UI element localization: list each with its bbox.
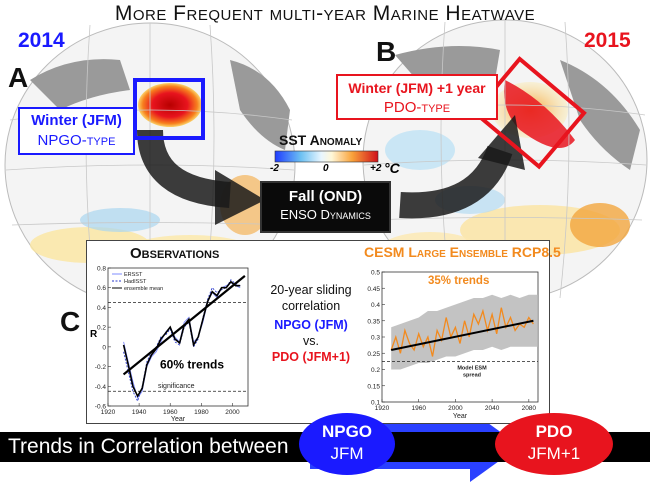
obs-series-ensemble-mean: [122, 280, 241, 398]
cesm-xtick-label: 1960: [411, 405, 426, 412]
box-b-line1: Winter (JFM) +1 year: [348, 80, 486, 96]
cesm-ytick-label: 0.3: [371, 335, 380, 342]
obs-legend-label: HadISST: [124, 279, 147, 285]
obs-ytick-label: 0.2: [97, 325, 106, 332]
box-winter-npgo: Winter (JFM) NPGO-type: [18, 107, 135, 155]
cesm-xtick-label: 2080: [522, 405, 537, 412]
obs-ytick-label: 0.6: [97, 285, 106, 292]
obs-xtick-label: 1920: [101, 409, 116, 416]
obs-xtick-label: 1960: [163, 409, 178, 416]
cesm-series-line: [390, 307, 534, 357]
box-a-line1: Winter (JFM): [31, 112, 122, 129]
cesm-ytick-label: 0.35: [367, 318, 380, 325]
obs-annotation-significance: significance: [158, 383, 195, 390]
panel-label-a: A: [8, 62, 29, 93]
mid-npgo: NPGO (JFM): [274, 318, 348, 332]
obs-ytick-label: 0: [102, 344, 106, 351]
obs-annotation-trends: 60% trends: [160, 358, 224, 372]
cesm-ytick-label: 0.2: [371, 367, 380, 374]
fall-line2: ENSO Dynamics: [280, 207, 371, 222]
hotspot-a-box: [133, 78, 205, 140]
cesm-ensemble-spread: [391, 294, 538, 370]
pdo-line1: PDO: [535, 422, 573, 441]
cesm-title: CESM Large Ensemble RCP8.5: [364, 244, 561, 260]
cesm-ytick-label: 0.4: [371, 302, 380, 309]
obs-title: Observations: [130, 245, 220, 262]
cesm-ytick-label: 0.45: [367, 286, 380, 293]
obs-ylabel: R: [90, 329, 98, 340]
cesm-trend-line: [390, 319, 534, 351]
colorbar-mid: 0: [323, 163, 329, 174]
colorbar-min: -2: [270, 163, 279, 174]
obs-ytick-label: -0.6: [95, 404, 107, 411]
panel-label-b: B: [376, 36, 397, 67]
observations-chart: -0.6 -0.4 -0.2 0 0.2 0.4 0.6 0.8 1920 1940 1960 198…: [90, 266, 249, 422]
cesm-ytick-label: 0.5: [371, 270, 380, 277]
cesm-xlabel: Year: [453, 413, 468, 420]
mid-line1: 20-year sliding: [270, 283, 352, 297]
bottom-bar-text: Trends in Correlation between: [8, 435, 289, 458]
obs-series-ersst: [123, 282, 241, 400]
cesm-chart: 0.1 0.15 0.2 0.25 0.3 0.35 0.4 0.45 0.5 1920 1960 2…: [367, 270, 539, 420]
cesm-xtick-label: 2040: [485, 405, 500, 412]
obs-xtick-label: 1940: [132, 409, 147, 416]
cesm-ytick-label: 0.1: [371, 400, 380, 407]
cesm-annotation-spread-2: spread: [463, 373, 481, 379]
year-2015: 2015: [584, 29, 631, 52]
colorbar-unit: °C: [384, 160, 400, 176]
mid-line2: correlation: [281, 299, 341, 313]
cesm-xtick-label: 2000: [448, 405, 463, 412]
pdo-ellipse: PDO JFM+1: [495, 413, 613, 475]
obs-ytick-label: 0.8: [97, 266, 106, 273]
pdo-line2: JFM+1: [527, 444, 581, 463]
obs-ytick-label: -0.2: [95, 364, 107, 371]
fall-enso-box: Fall (OND) ENSO Dynamics: [260, 181, 391, 233]
cesm-annotation-trends: 35% trends: [428, 275, 489, 287]
mid-pdo: PDO (JFM+1): [271, 350, 351, 364]
obs-xtick-label: 2000: [225, 409, 240, 416]
correlation-description: 20-year sliding correlation NPGO (JFM) v…: [256, 282, 366, 365]
box-winter-pdo: Winter (JFM) +1 year PDO-type: [336, 74, 498, 120]
npgo-line2: JFM: [330, 444, 364, 463]
year-2014: 2014: [18, 29, 65, 52]
figure-title: More Frequent multi-year Marine Heatwave: [114, 2, 536, 25]
cesm-annotation-spread-1: Model ESM: [457, 366, 487, 372]
obs-plot-frame: [107, 267, 249, 407]
colorbar-title: SST Anomaly: [279, 132, 363, 148]
obs-ytick-label: 0.4: [97, 305, 106, 312]
npgo-line1: NPGO: [321, 422, 373, 441]
npgo-ellipse: NPGO JFM: [299, 413, 395, 475]
colorbar: [274, 150, 379, 163]
obs-ytick-label: -0.4: [95, 384, 107, 391]
cesm-ytick-label: 0.25: [367, 351, 380, 358]
obs-legend-label: ensemble mean: [124, 286, 163, 292]
colorbar-max: +2: [370, 163, 382, 174]
box-b-line2: PDO-type: [383, 99, 451, 116]
box-a-line2: NPGO-type: [37, 132, 116, 149]
obs-xlabel: Year: [171, 416, 186, 422]
panel-label-c: C: [60, 306, 81, 337]
obs-xtick-label: 1980: [194, 409, 209, 416]
obs-trend-line: [122, 275, 246, 376]
mid-vs: vs.: [303, 334, 319, 348]
obs-legend-label: ERSST: [124, 272, 143, 278]
cesm-ytick-label: 0.15: [367, 383, 380, 390]
cesm-xtick-label: 1920: [375, 405, 390, 412]
fall-line1: Fall (OND): [288, 188, 363, 205]
